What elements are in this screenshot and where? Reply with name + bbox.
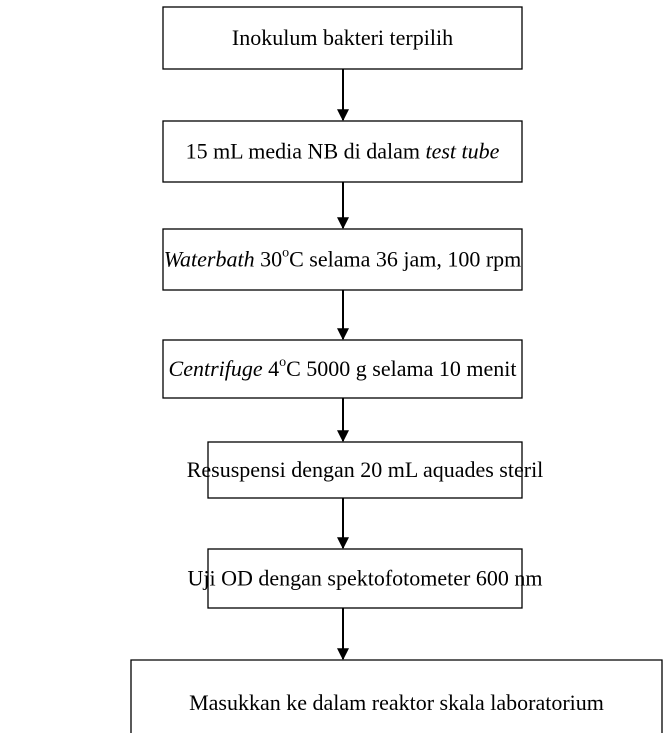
label-run: C 5000 g selama 10 menit <box>286 356 516 381</box>
process-label: Masukkan ke dalam reaktor skala laborato… <box>189 690 604 715</box>
process-box <box>162 228 523 291</box>
process-label: Inokulum bakteri terpilih <box>232 25 453 50</box>
label-run: o <box>279 355 286 370</box>
label-run: 4 <box>263 356 280 381</box>
label-run: C selama 36 jam, 100 rpm <box>289 247 521 272</box>
label-run: Resuspensi dengan 20 mL aquades steril <box>187 457 544 482</box>
process-label: Centrifuge 4oC 5000 g selama 10 menit <box>169 355 517 381</box>
process-box <box>207 548 523 609</box>
process-label: 15 mL media NB di dalam test tube <box>186 139 500 164</box>
label-run: Masukkan ke dalam reaktor skala laborato… <box>189 690 604 715</box>
process-box <box>207 441 523 499</box>
label-run: Inokulum bakteri terpilih <box>232 25 453 50</box>
process-label: Uji OD dengan spektofotometer 600 nm <box>188 566 543 591</box>
process-label: Resuspensi dengan 20 mL aquades steril <box>187 457 544 482</box>
process-box <box>162 120 523 183</box>
label-run: o <box>282 246 289 261</box>
process-box <box>162 6 523 70</box>
label-run: test tube <box>425 139 499 164</box>
label-run: Centrifuge <box>169 356 263 381</box>
label-run: Uji OD dengan spektofotometer 600 nm <box>188 566 543 591</box>
process-label: Waterbath 30oC selama 36 jam, 100 rpm <box>164 246 522 272</box>
label-run: 15 mL media NB di dalam <box>186 139 426 164</box>
label-run: 30 <box>255 247 283 272</box>
process-box <box>130 659 663 733</box>
label-run: Waterbath <box>164 247 255 272</box>
